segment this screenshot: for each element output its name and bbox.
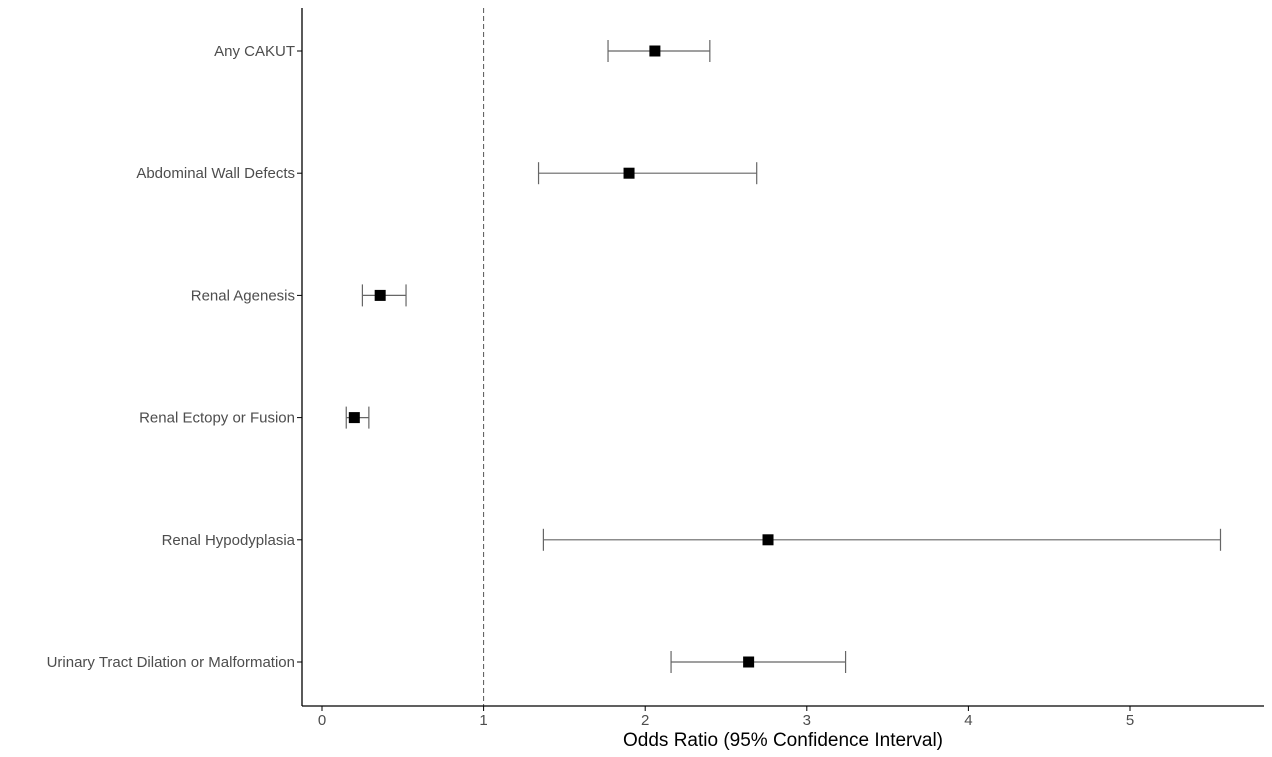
odds-ratio-point bbox=[623, 167, 635, 179]
category-label: Renal Ectopy or Fusion bbox=[139, 410, 295, 427]
x-tick-label: 1 bbox=[479, 712, 487, 729]
x-tick-label: 2 bbox=[641, 712, 649, 729]
x-tick-label: 0 bbox=[318, 712, 326, 729]
odds-ratio-point bbox=[374, 289, 386, 301]
category-label: Any CAKUT bbox=[214, 43, 295, 60]
x-tick-label: 3 bbox=[803, 712, 811, 729]
x-axis-title: Odds Ratio (95% Confidence Interval) bbox=[623, 730, 943, 751]
category-label: Renal Hypodyplasia bbox=[162, 532, 296, 549]
odds-ratio-point bbox=[348, 412, 360, 424]
odds-ratio-point bbox=[762, 534, 774, 546]
odds-ratio-point bbox=[743, 656, 755, 668]
x-tick-label: 5 bbox=[1126, 712, 1134, 729]
odds-ratio-point bbox=[649, 45, 661, 57]
category-label: Renal Agenesis bbox=[191, 287, 295, 304]
category-label: Urinary Tract Dilation or Malformation bbox=[47, 654, 295, 671]
x-tick-label: 4 bbox=[964, 712, 972, 729]
category-label: Abdominal Wall Defects bbox=[136, 165, 295, 182]
